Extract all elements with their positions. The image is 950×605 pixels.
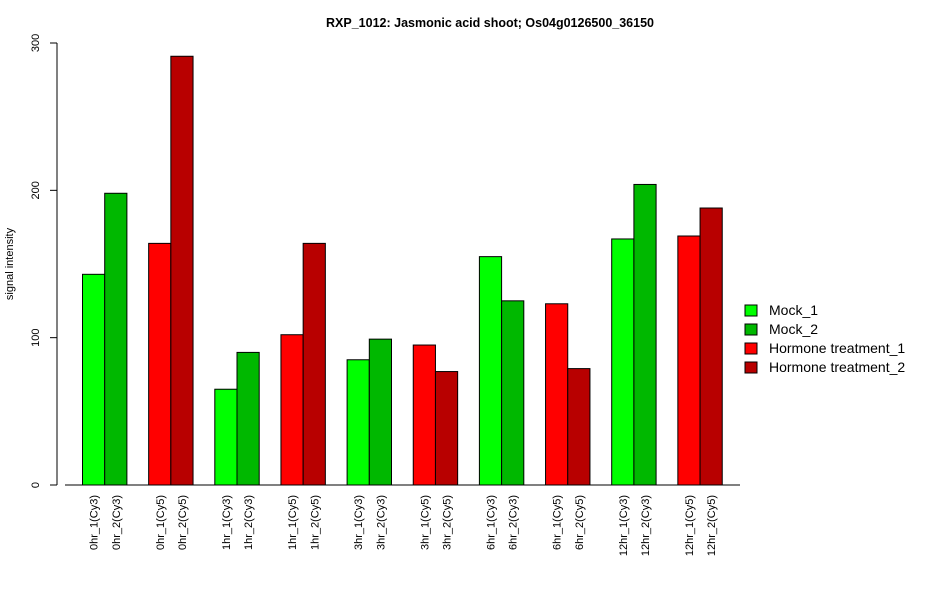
bar (434, 371, 459, 486)
legend-swatch (744, 342, 758, 355)
x-tick-label: 12hr_2(Cy5) (706, 495, 718, 556)
legend-label: Hormone treatment_2 (769, 359, 905, 375)
legend-swatch (744, 361, 758, 374)
bar (611, 238, 635, 486)
legend-label: Hormone treatment_1 (769, 340, 905, 356)
chart-title: RXP_1012: Jasmonic acid shoot; Os04g0126… (326, 16, 654, 30)
bar (368, 338, 392, 486)
x-axis-labels: 0hr_1(Cy3) 0hr_2(Cy3) 0hr_1(Cy5) 0hr_2(Cy5)… (89, 495, 719, 556)
bar (633, 183, 657, 486)
x-tick-label: 1hr_1(Cy5) (287, 495, 299, 550)
x-tick-label: 6hr_2(Cy5) (574, 495, 586, 550)
bar (214, 388, 238, 486)
bar (302, 242, 326, 486)
y-tick-label: 100 (30, 328, 42, 346)
legend: Mock_1 Mock_2 Hormone treatment_1 Hormone t… (744, 302, 905, 375)
x-tick-label: 12hr_1(Cy3) (618, 495, 630, 556)
bar (545, 303, 569, 486)
bar (82, 273, 106, 486)
bar (567, 368, 591, 486)
x-tick-label: 0hr_1(Cy3) (89, 495, 101, 550)
x-tick-label: 1hr_2(Cy5) (309, 495, 321, 550)
legend-label: Mock_2 (769, 321, 818, 337)
bar (148, 242, 172, 486)
x-tick-label: 0hr_1(Cy5) (155, 495, 167, 550)
bar (170, 55, 194, 486)
bar (104, 192, 128, 486)
x-tick-label: 3hr_1(Cy5) (419, 495, 431, 550)
legend-swatch (744, 304, 758, 317)
bar (699, 207, 723, 486)
legend-label: Mock_1 (769, 302, 818, 318)
y-axis-label: signal intensity (4, 227, 16, 300)
x-tick-label: 1hr_1(Cy3) (221, 495, 233, 550)
bar (478, 256, 503, 486)
bar (677, 235, 701, 486)
x-tick-label: 0hr_2(Cy5) (177, 495, 189, 550)
bar (501, 300, 525, 486)
x-tick-label: 12hr_1(Cy5) (684, 495, 696, 556)
x-tick-label: 6hr_1(Cy3) (486, 495, 498, 550)
x-tick-label: 3hr_2(Cy5) (442, 495, 454, 550)
x-tick-label: 3hr_1(Cy3) (353, 495, 365, 550)
x-tick-label: 12hr_2(Cy3) (640, 495, 652, 556)
x-tick-label: 0hr_2(Cy3) (111, 495, 123, 550)
y-tick-label: 0 (30, 482, 42, 488)
bar (236, 351, 260, 486)
y-axis: 0 100 200 300 (30, 34, 58, 488)
legend-swatch (744, 323, 758, 336)
x-tick-label: 3hr_2(Cy3) (375, 495, 387, 550)
x-tick-label: 1hr_2(Cy3) (243, 495, 255, 550)
bars-group (82, 55, 723, 486)
bar (346, 359, 370, 486)
y-tick-label: 200 (30, 181, 42, 199)
bar (412, 344, 436, 486)
bar (280, 334, 304, 486)
x-tick-label: 6hr_1(Cy5) (552, 495, 564, 550)
x-tick-label: 6hr_2(Cy3) (508, 495, 520, 550)
y-tick-label: 300 (30, 34, 42, 52)
